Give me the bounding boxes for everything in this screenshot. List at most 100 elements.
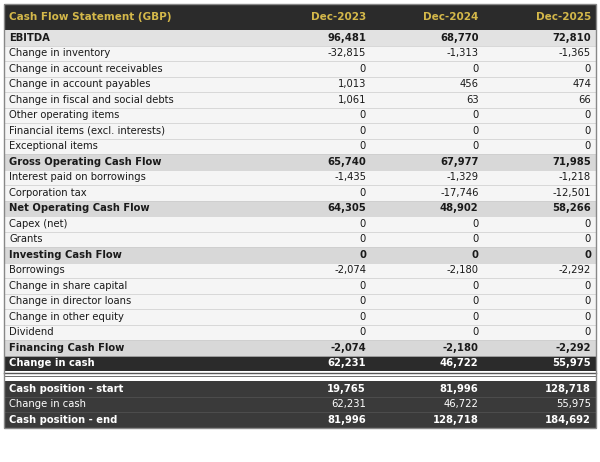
Bar [4, 262, 596, 278]
Text: Cash position - end: Cash position - end [9, 415, 118, 425]
Text: Change in cash: Change in cash [9, 358, 95, 368]
Text: 0: 0 [360, 126, 366, 136]
Text: Dividend: Dividend [9, 327, 53, 337]
Bar [4, 309, 596, 324]
Bar [4, 4, 596, 30]
Text: 0: 0 [360, 327, 366, 337]
Text: 64,305: 64,305 [327, 203, 366, 213]
Text: 0: 0 [360, 64, 366, 74]
Bar [4, 61, 596, 77]
Text: Other operating items: Other operating items [9, 110, 119, 120]
Text: 0: 0 [585, 64, 591, 74]
Bar [4, 412, 596, 427]
Bar [4, 123, 596, 139]
Bar [4, 45, 596, 61]
Text: 0: 0 [360, 219, 366, 229]
Text: 0: 0 [360, 141, 366, 151]
Text: -1,218: -1,218 [559, 172, 591, 182]
Text: Net Operating Cash Flow: Net Operating Cash Flow [9, 203, 149, 213]
Bar [4, 185, 596, 201]
Text: -2,292: -2,292 [559, 265, 591, 275]
Text: -1,313: -1,313 [446, 48, 479, 58]
Text: Dec-2024: Dec-2024 [423, 12, 479, 22]
Text: 63: 63 [466, 95, 479, 105]
Bar [4, 247, 596, 262]
Text: Dec-2023: Dec-2023 [311, 12, 366, 22]
Bar [4, 381, 596, 396]
Text: Interest paid on borrowings: Interest paid on borrowings [9, 172, 146, 182]
Text: Change in other equity: Change in other equity [9, 312, 124, 322]
Text: 96,481: 96,481 [327, 33, 366, 43]
Text: -12,501: -12,501 [553, 188, 591, 198]
Bar [4, 231, 596, 247]
Text: 1,061: 1,061 [338, 95, 366, 105]
Text: Capex (net): Capex (net) [9, 219, 67, 229]
Text: 81,996: 81,996 [327, 415, 366, 425]
Text: Change in fiscal and social debts: Change in fiscal and social debts [9, 95, 174, 105]
Bar [4, 293, 596, 309]
Text: 0: 0 [360, 281, 366, 291]
Text: Change in cash: Change in cash [9, 399, 86, 409]
Text: Financing Cash Flow: Financing Cash Flow [9, 343, 124, 353]
Text: 66: 66 [578, 95, 591, 105]
Text: EBITDA: EBITDA [9, 33, 50, 43]
Text: Gross Operating Cash Flow: Gross Operating Cash Flow [9, 157, 161, 167]
Bar [4, 77, 596, 92]
Text: 0: 0 [585, 296, 591, 306]
Text: Dec-2025: Dec-2025 [536, 12, 591, 22]
Text: -2,180: -2,180 [446, 265, 479, 275]
Text: 0: 0 [472, 234, 479, 244]
Text: 0: 0 [360, 312, 366, 322]
Text: 0: 0 [585, 141, 591, 151]
Text: -1,365: -1,365 [559, 48, 591, 58]
Bar [4, 170, 596, 185]
Bar [4, 355, 596, 371]
Text: 128,718: 128,718 [433, 415, 479, 425]
Text: -17,746: -17,746 [440, 188, 479, 198]
Text: -2,074: -2,074 [334, 265, 366, 275]
Text: 55,975: 55,975 [553, 358, 591, 368]
Text: Cash Flow Statement (GBP): Cash Flow Statement (GBP) [9, 12, 172, 22]
Text: Change in account payables: Change in account payables [9, 79, 151, 89]
Text: 81,996: 81,996 [440, 384, 479, 394]
Bar [4, 154, 596, 170]
Text: 67,977: 67,977 [440, 157, 479, 167]
Text: 0: 0 [472, 110, 479, 120]
Text: 65,740: 65,740 [327, 157, 366, 167]
Text: 46,722: 46,722 [440, 358, 479, 368]
Text: 0: 0 [360, 234, 366, 244]
Text: -1,329: -1,329 [446, 172, 479, 182]
Text: 0: 0 [472, 219, 479, 229]
Text: -2,074: -2,074 [330, 343, 366, 353]
Bar [4, 30, 596, 45]
Text: 0: 0 [472, 327, 479, 337]
Bar [4, 139, 596, 154]
Text: 0: 0 [472, 296, 479, 306]
Text: 46,722: 46,722 [443, 399, 479, 409]
Text: 68,770: 68,770 [440, 33, 479, 43]
Text: -2,180: -2,180 [443, 343, 479, 353]
Text: Change in inventory: Change in inventory [9, 48, 110, 58]
Text: 0: 0 [585, 281, 591, 291]
Text: 0: 0 [585, 312, 591, 322]
Text: -1,435: -1,435 [334, 172, 366, 182]
Text: 456: 456 [460, 79, 479, 89]
Text: 0: 0 [585, 110, 591, 120]
Bar [4, 396, 596, 412]
Text: 1,013: 1,013 [338, 79, 366, 89]
Text: 0: 0 [359, 250, 366, 260]
Text: -32,815: -32,815 [328, 48, 366, 58]
Bar [4, 216, 596, 231]
Text: 58,266: 58,266 [552, 203, 591, 213]
Text: 0: 0 [472, 126, 479, 136]
Bar [4, 340, 596, 355]
Text: 0: 0 [472, 141, 479, 151]
Text: Financial items (excl. interests): Financial items (excl. interests) [9, 126, 165, 136]
Bar [4, 278, 596, 293]
Text: 0: 0 [472, 281, 479, 291]
Text: 71,985: 71,985 [552, 157, 591, 167]
Text: 0: 0 [585, 219, 591, 229]
Text: 128,718: 128,718 [545, 384, 591, 394]
Text: Change in account receivables: Change in account receivables [9, 64, 163, 74]
Bar [4, 201, 596, 216]
